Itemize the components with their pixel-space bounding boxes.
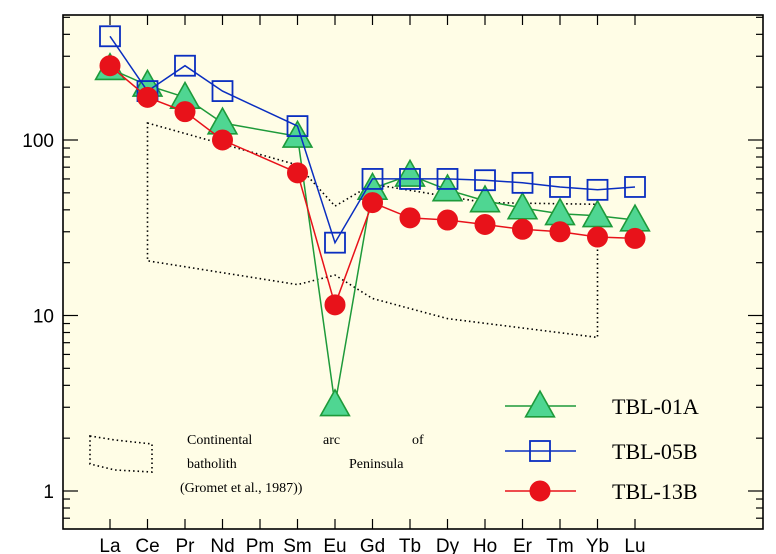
annotation-text: arc (323, 433, 340, 448)
legend-label: TBL-01A (612, 394, 699, 419)
y-tick-label: 1 (43, 482, 54, 503)
annotation-text: Peninsula (349, 457, 404, 472)
data-point (469, 184, 501, 213)
data-point (211, 80, 234, 102)
data-point (586, 178, 609, 201)
annotation-text: batholith (187, 457, 237, 472)
data-point (212, 129, 233, 151)
x-tick-label: Gd (360, 536, 385, 554)
annotation-text: Continental (187, 433, 252, 448)
data-point (324, 294, 346, 316)
data-point (362, 192, 383, 214)
data-point (287, 162, 308, 184)
x-tick-label: Sm (283, 536, 312, 554)
data-point (511, 171, 534, 194)
series-line (109, 35, 636, 245)
series-group (94, 25, 651, 417)
data-point (324, 231, 346, 254)
batholith-annotation: Continental arc of batholith Peninsula (Grome… (89, 433, 424, 496)
annotation-field-symbol (89, 435, 153, 473)
data-point (506, 191, 539, 220)
data-point (319, 388, 351, 417)
x-tick-label: Nd (210, 536, 234, 554)
data-point (549, 221, 571, 243)
data-point (436, 168, 459, 190)
data-point (549, 176, 571, 198)
data-point (437, 209, 458, 231)
axes: 1 10 100 La Ce Pr Nd Pm Sm Eu Gd Tb Dy Ho Er Tm Yb Lu (22, 14, 764, 554)
legend-marker (529, 480, 551, 502)
data-point (474, 214, 496, 236)
data-point (174, 54, 196, 77)
annotation-text: of (412, 433, 424, 448)
x-tick-label: La (99, 536, 121, 554)
data-point (99, 25, 121, 48)
data-point (174, 101, 196, 123)
legend-label: TBL-05B (612, 439, 698, 464)
data-point (281, 119, 314, 148)
x-tick-label: Pr (176, 536, 196, 554)
x-tick-label: Ho (473, 536, 497, 554)
annotation-text: (Gromet et al., 1987)) (180, 481, 303, 496)
x-tick-label: Yb (586, 536, 609, 554)
legend-marker (524, 389, 556, 418)
plot-frame (62, 14, 764, 530)
y-tick-label: 100 (22, 131, 54, 152)
data-point (624, 227, 646, 249)
x-tick-label: Tm (546, 536, 573, 554)
x-tick-label: Eu (323, 536, 346, 554)
series-TBL-05B (99, 25, 646, 254)
data-point (587, 226, 608, 248)
data-point (361, 168, 384, 190)
data-point (399, 207, 421, 229)
data-point (474, 169, 496, 192)
series-TBL-13B (99, 55, 646, 316)
data-point (431, 173, 464, 202)
legend: TBL-01A TBL-05B TBL-13B (505, 389, 699, 504)
x-tick-label: Tb (399, 536, 421, 554)
x-tick-label: Lu (624, 536, 645, 554)
legend-marker (529, 440, 551, 462)
y-tick-label: 10 (33, 307, 54, 328)
data-point (399, 168, 421, 190)
x-tick-label: Ce (135, 536, 159, 554)
x-tick-label: Dy (436, 536, 460, 554)
data-point (624, 176, 646, 198)
data-point (137, 86, 158, 108)
data-point (286, 115, 309, 138)
x-tick-label: Pm (246, 536, 275, 554)
data-point (99, 55, 121, 77)
data-point (512, 218, 533, 240)
legend-label: TBL-13B (612, 479, 698, 504)
x-tick-label: Er (513, 536, 533, 554)
